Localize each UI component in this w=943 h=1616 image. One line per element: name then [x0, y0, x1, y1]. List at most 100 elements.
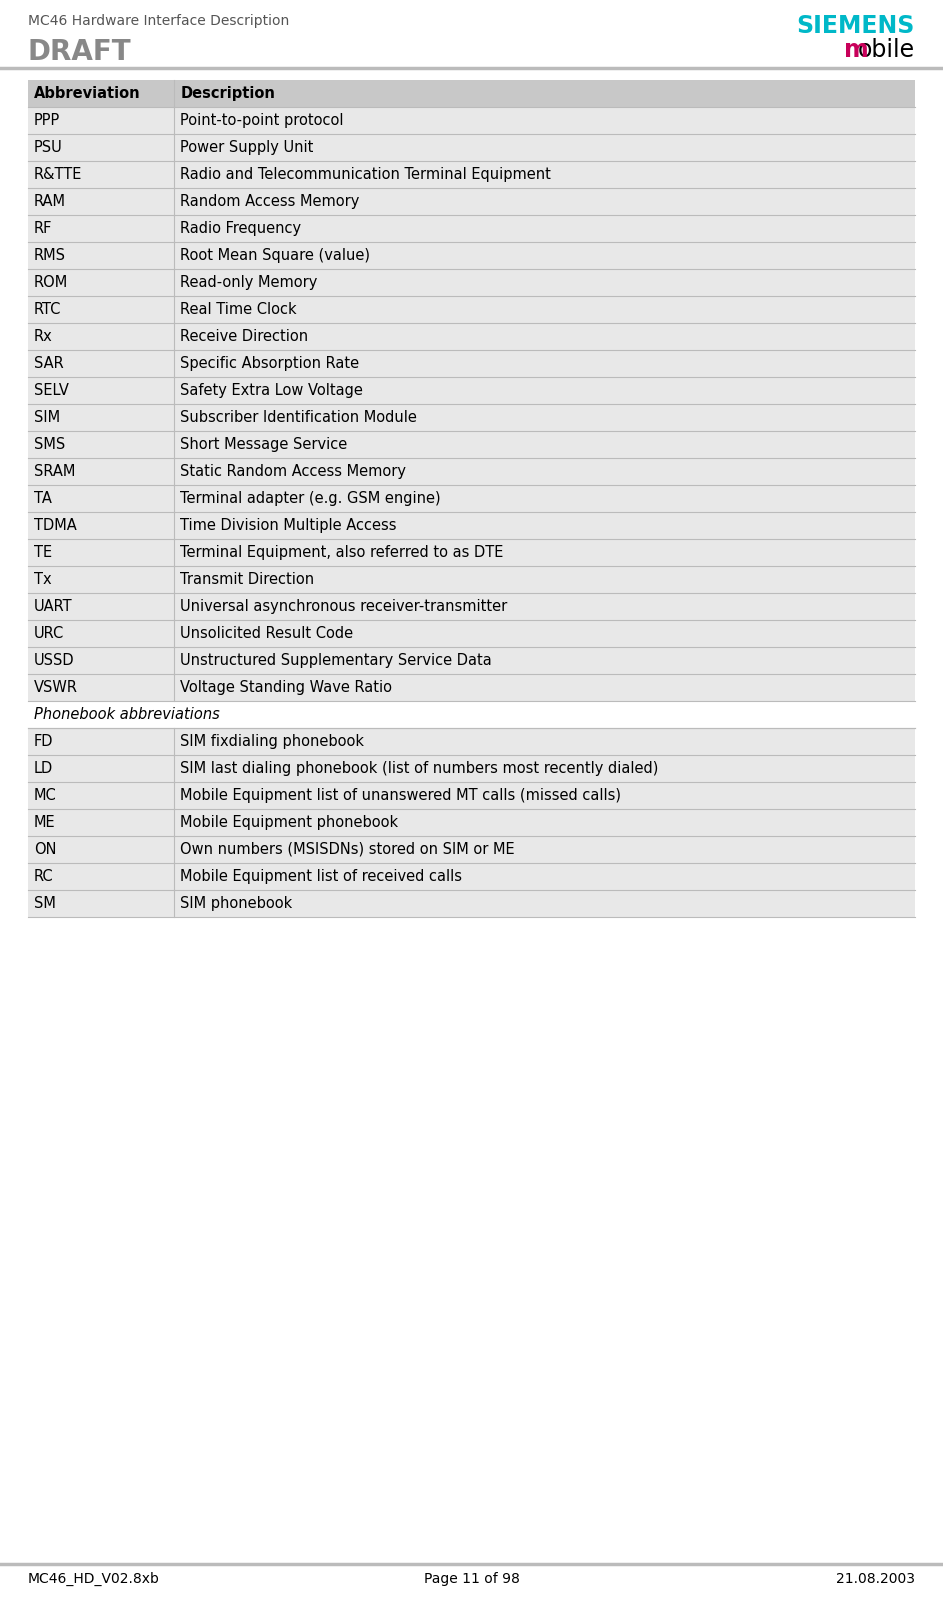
- Bar: [28, 268, 915, 296]
- Bar: [28, 566, 915, 593]
- Bar: [28, 540, 915, 566]
- Text: Tx: Tx: [34, 572, 52, 587]
- Bar: [28, 215, 915, 242]
- Text: Read-only Memory: Read-only Memory: [180, 275, 318, 289]
- Text: ROM: ROM: [34, 275, 68, 289]
- Text: Power Supply Unit: Power Supply Unit: [180, 141, 314, 155]
- Text: RAM: RAM: [34, 194, 66, 208]
- Text: Page 11 of 98: Page 11 of 98: [423, 1572, 520, 1585]
- Text: Specific Absorption Rate: Specific Absorption Rate: [180, 356, 359, 372]
- Text: SIEMENS: SIEMENS: [797, 15, 915, 39]
- Text: Random Access Memory: Random Access Memory: [180, 194, 359, 208]
- Text: RMS: RMS: [34, 247, 66, 263]
- Text: SIM fixdialing phonebook: SIM fixdialing phonebook: [180, 734, 364, 748]
- Text: 21.08.2003: 21.08.2003: [836, 1572, 915, 1585]
- Bar: [28, 512, 915, 540]
- Text: SIM last dialing phonebook (list of numbers most recently dialed): SIM last dialing phonebook (list of numb…: [180, 761, 659, 776]
- Bar: [28, 187, 915, 215]
- Text: SM: SM: [34, 895, 56, 911]
- Bar: [28, 646, 915, 674]
- Text: Mobile Equipment list of unanswered MT calls (missed calls): Mobile Equipment list of unanswered MT c…: [180, 789, 621, 803]
- Bar: [28, 782, 915, 810]
- Text: SIM phonebook: SIM phonebook: [180, 895, 292, 911]
- Text: DRAFT: DRAFT: [28, 39, 132, 66]
- Bar: [28, 351, 915, 377]
- Text: Radio and Telecommunication Terminal Equipment: Radio and Telecommunication Terminal Equ…: [180, 166, 552, 183]
- Text: PPP: PPP: [34, 113, 60, 128]
- Bar: [28, 890, 915, 916]
- Bar: [28, 134, 915, 162]
- Bar: [28, 242, 915, 268]
- Bar: [28, 107, 915, 134]
- Bar: [28, 404, 915, 431]
- Text: Mobile Equipment phonebook: Mobile Equipment phonebook: [180, 814, 399, 831]
- Bar: [28, 323, 915, 351]
- Text: m: m: [844, 39, 869, 61]
- Bar: [28, 835, 915, 863]
- Text: PSU: PSU: [34, 141, 63, 155]
- Text: TE: TE: [34, 545, 52, 561]
- Text: Unsolicited Result Code: Unsolicited Result Code: [180, 625, 354, 642]
- Text: SRAM: SRAM: [34, 464, 75, 478]
- Text: Receive Direction: Receive Direction: [180, 330, 308, 344]
- Text: Abbreviation: Abbreviation: [34, 86, 141, 100]
- Text: LD: LD: [34, 761, 53, 776]
- Text: Rx: Rx: [34, 330, 53, 344]
- Text: Description: Description: [180, 86, 275, 100]
- Text: USSD: USSD: [34, 653, 74, 667]
- Bar: [28, 674, 915, 701]
- Text: FD: FD: [34, 734, 54, 748]
- Text: URC: URC: [34, 625, 64, 642]
- Text: Subscriber Identification Module: Subscriber Identification Module: [180, 410, 417, 425]
- Bar: [28, 701, 915, 727]
- Bar: [28, 727, 915, 755]
- Bar: [28, 377, 915, 404]
- Text: MC46 Hardware Interface Description: MC46 Hardware Interface Description: [28, 15, 290, 27]
- Bar: [28, 755, 915, 782]
- Bar: [28, 431, 915, 457]
- Text: RC: RC: [34, 869, 54, 884]
- Text: Unstructured Supplementary Service Data: Unstructured Supplementary Service Data: [180, 653, 492, 667]
- Text: Mobile Equipment list of received calls: Mobile Equipment list of received calls: [180, 869, 462, 884]
- Text: Transmit Direction: Transmit Direction: [180, 572, 314, 587]
- Text: VSWR: VSWR: [34, 680, 78, 695]
- Text: UART: UART: [34, 600, 73, 614]
- Bar: [28, 621, 915, 646]
- Text: Root Mean Square (value): Root Mean Square (value): [180, 247, 371, 263]
- Text: Phonebook abbreviations: Phonebook abbreviations: [34, 708, 220, 722]
- Text: Static Random Access Memory: Static Random Access Memory: [180, 464, 406, 478]
- Text: Terminal Equipment, also referred to as DTE: Terminal Equipment, also referred to as …: [180, 545, 504, 561]
- Text: obile: obile: [858, 39, 915, 61]
- Text: Terminal adapter (e.g. GSM engine): Terminal adapter (e.g. GSM engine): [180, 491, 441, 506]
- Bar: [28, 863, 915, 890]
- Text: Time Division Multiple Access: Time Division Multiple Access: [180, 519, 397, 533]
- Bar: [28, 457, 915, 485]
- Text: MC46_HD_V02.8xb: MC46_HD_V02.8xb: [28, 1572, 160, 1587]
- Text: Point-to-point protocol: Point-to-point protocol: [180, 113, 344, 128]
- Text: Safety Extra Low Voltage: Safety Extra Low Voltage: [180, 383, 363, 398]
- Text: Voltage Standing Wave Ratio: Voltage Standing Wave Ratio: [180, 680, 392, 695]
- Text: Real Time Clock: Real Time Clock: [180, 302, 297, 317]
- Text: Own numbers (MSISDNs) stored on SIM or ME: Own numbers (MSISDNs) stored on SIM or M…: [180, 842, 515, 856]
- Text: ON: ON: [34, 842, 57, 856]
- Text: R&TTE: R&TTE: [34, 166, 82, 183]
- Bar: [28, 593, 915, 621]
- Text: RF: RF: [34, 221, 53, 236]
- Text: SAR: SAR: [34, 356, 64, 372]
- Text: SELV: SELV: [34, 383, 69, 398]
- Bar: [28, 485, 915, 512]
- Bar: [28, 81, 915, 107]
- Text: RTC: RTC: [34, 302, 61, 317]
- Text: Short Message Service: Short Message Service: [180, 436, 348, 452]
- Text: ME: ME: [34, 814, 56, 831]
- Bar: [28, 296, 915, 323]
- Bar: [28, 810, 915, 835]
- Text: SIM: SIM: [34, 410, 60, 425]
- Text: Radio Frequency: Radio Frequency: [180, 221, 302, 236]
- Text: SMS: SMS: [34, 436, 65, 452]
- Text: Universal asynchronous receiver-transmitter: Universal asynchronous receiver-transmit…: [180, 600, 507, 614]
- Bar: [28, 162, 915, 187]
- Text: TDMA: TDMA: [34, 519, 76, 533]
- Text: MC: MC: [34, 789, 57, 803]
- Text: TA: TA: [34, 491, 52, 506]
